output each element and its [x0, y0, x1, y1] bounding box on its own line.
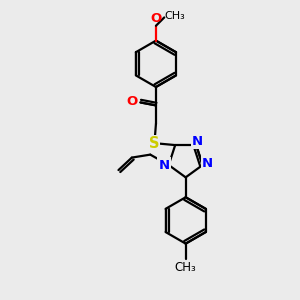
Text: N: N — [192, 135, 203, 148]
Text: S: S — [149, 136, 160, 151]
Text: CH₃: CH₃ — [175, 262, 196, 275]
Text: N: N — [158, 158, 169, 172]
Text: O: O — [150, 12, 162, 25]
Text: N: N — [202, 157, 213, 170]
Text: O: O — [126, 95, 137, 108]
Text: CH₃: CH₃ — [164, 11, 185, 21]
